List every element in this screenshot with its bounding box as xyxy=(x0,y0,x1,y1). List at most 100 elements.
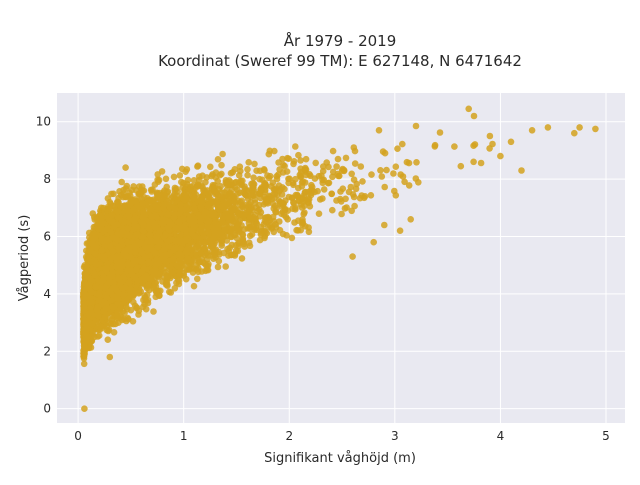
data-point xyxy=(390,170,397,177)
data-point xyxy=(272,203,279,210)
data-point xyxy=(470,159,477,166)
data-point xyxy=(205,261,212,268)
data-point xyxy=(214,178,221,185)
data-point xyxy=(215,156,222,163)
data-point xyxy=(234,191,241,198)
data-point xyxy=(245,159,252,166)
data-point xyxy=(204,266,211,273)
data-point xyxy=(216,258,223,265)
data-point xyxy=(383,167,390,174)
data-point xyxy=(167,275,174,282)
data-point xyxy=(241,183,248,190)
data-point xyxy=(194,276,201,283)
data-point xyxy=(139,188,146,195)
data-point xyxy=(343,155,350,162)
data-point xyxy=(413,159,420,166)
data-point xyxy=(377,167,384,174)
data-point xyxy=(326,180,333,187)
data-point xyxy=(239,255,246,262)
data-point xyxy=(312,175,319,182)
data-point xyxy=(351,203,358,210)
data-point xyxy=(472,141,479,148)
data-point xyxy=(150,308,157,315)
data-point xyxy=(292,143,299,150)
data-point xyxy=(221,189,228,196)
data-point xyxy=(127,193,134,200)
data-point xyxy=(358,163,365,170)
data-point xyxy=(308,182,315,189)
data-point xyxy=(247,243,254,250)
data-point xyxy=(342,205,349,212)
data-point xyxy=(381,184,388,191)
data-point xyxy=(305,200,312,207)
chart-title-line2: Koordinat (Sweref 99 TM): E 627148, N 64… xyxy=(158,52,522,70)
data-point xyxy=(219,151,226,158)
data-point xyxy=(249,231,256,238)
data-point xyxy=(273,209,280,216)
data-point xyxy=(319,177,326,184)
data-point xyxy=(280,169,287,176)
data-point xyxy=(321,186,328,193)
data-point xyxy=(399,141,406,148)
data-point xyxy=(437,129,444,136)
data-point xyxy=(359,178,366,185)
data-point xyxy=(319,195,326,202)
data-point xyxy=(86,230,93,237)
data-point xyxy=(222,263,229,270)
data-point xyxy=(215,264,222,271)
data-point xyxy=(108,201,115,208)
data-point xyxy=(129,288,136,295)
data-point xyxy=(166,289,173,296)
data-point xyxy=(299,195,306,202)
data-point xyxy=(299,216,306,223)
data-point xyxy=(191,283,198,290)
data-point xyxy=(191,195,198,202)
data-point xyxy=(228,234,235,241)
data-point xyxy=(325,164,332,171)
data-point xyxy=(244,172,251,179)
data-point xyxy=(205,202,212,209)
data-point xyxy=(159,168,166,175)
data-point xyxy=(170,256,177,263)
data-point xyxy=(254,208,261,215)
data-point xyxy=(312,160,319,167)
data-point xyxy=(251,161,258,168)
data-point xyxy=(130,183,137,190)
data-point xyxy=(346,189,353,196)
data-point xyxy=(330,148,337,155)
data-point xyxy=(393,192,400,199)
data-point xyxy=(329,207,336,214)
chart-title-line1: År 1979 - 2019 xyxy=(284,31,397,50)
data-point xyxy=(275,159,282,166)
data-point xyxy=(130,318,137,325)
data-point xyxy=(299,204,306,211)
data-point xyxy=(118,179,125,186)
data-point xyxy=(241,241,248,248)
data-point xyxy=(295,152,302,159)
data-point xyxy=(209,248,216,255)
data-point xyxy=(337,196,344,203)
data-point xyxy=(149,188,156,195)
data-point xyxy=(194,163,201,170)
data-point xyxy=(338,211,345,218)
data-point xyxy=(333,163,340,170)
data-point xyxy=(111,329,118,336)
data-point xyxy=(177,172,184,179)
data-point xyxy=(451,143,458,150)
data-point xyxy=(352,160,359,167)
data-point xyxy=(348,171,355,178)
data-point xyxy=(432,142,439,149)
data-point xyxy=(393,163,400,170)
data-point xyxy=(311,189,318,196)
data-point xyxy=(290,161,297,168)
data-point xyxy=(478,160,485,167)
data-point xyxy=(379,173,386,180)
data-point xyxy=(406,182,413,189)
data-point xyxy=(207,164,214,171)
data-point xyxy=(316,210,323,217)
data-point xyxy=(218,162,225,169)
data-point xyxy=(185,177,192,184)
data-point xyxy=(120,187,127,194)
